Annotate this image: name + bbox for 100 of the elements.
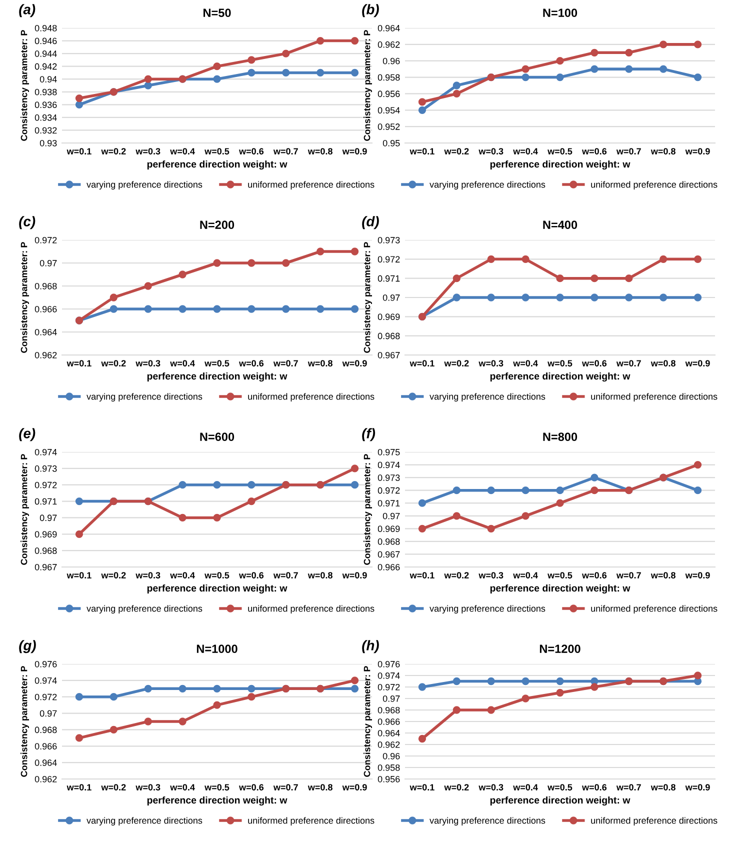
y-axis-title: Consistency parameter: P bbox=[20, 242, 29, 353]
text: (f) bbox=[362, 428, 376, 442]
legend-label: varying preference directions bbox=[86, 181, 202, 190]
legend-label: uniformed preference directions bbox=[591, 393, 718, 402]
text: (a) bbox=[19, 4, 36, 18]
point bbox=[625, 274, 633, 282]
x-tick-label: w=0.1 bbox=[410, 360, 434, 366]
y-tick-label: 0.966 bbox=[34, 306, 57, 312]
text: (c) bbox=[19, 216, 36, 230]
point bbox=[213, 514, 221, 522]
x-tick-label: w=0.8 bbox=[650, 784, 676, 790]
y-tick-label: 0.962 bbox=[34, 776, 57, 782]
point bbox=[178, 270, 186, 278]
point bbox=[556, 294, 564, 302]
chart-title: N=200 bbox=[200, 220, 234, 230]
y-tick-label: 0.969 bbox=[378, 526, 400, 532]
point bbox=[522, 512, 530, 520]
point bbox=[75, 100, 84, 108]
y-tick-label: 0.974 bbox=[378, 462, 400, 468]
point bbox=[556, 688, 564, 697]
y-tick-label: 0.93 bbox=[40, 140, 57, 146]
x-tick-label: w=0.6 bbox=[582, 360, 607, 366]
point bbox=[452, 82, 460, 90]
point bbox=[556, 57, 564, 65]
x-axis-title: perference direction weight: w bbox=[147, 584, 288, 594]
text: (d) bbox=[362, 216, 379, 230]
x-tick-label: w=0.7 bbox=[616, 784, 641, 790]
x-tick-label: w=0.3 bbox=[478, 148, 504, 155]
point bbox=[178, 481, 186, 489]
point bbox=[350, 684, 359, 692]
y-tick-label: 0.958 bbox=[378, 74, 400, 81]
y-axis-title: Consistency parameter: P bbox=[364, 666, 372, 777]
point bbox=[522, 73, 530, 82]
chart-title: N=1200 bbox=[540, 644, 580, 654]
legend-label: varying preference directions bbox=[86, 817, 202, 826]
point bbox=[248, 56, 256, 64]
y-tick-label: 0.964 bbox=[34, 328, 57, 336]
x-tick-label: w=0.6 bbox=[582, 784, 607, 790]
x-tick-label: w=0.8 bbox=[650, 572, 676, 578]
point bbox=[350, 36, 359, 45]
y-tick-label: 0.976 bbox=[378, 660, 400, 668]
y-tick-label: 0.946 bbox=[34, 38, 57, 44]
point bbox=[590, 65, 598, 73]
y-tick-label: 0.932 bbox=[34, 127, 57, 134]
point bbox=[487, 677, 495, 686]
y-tick-label: 0.974 bbox=[34, 448, 57, 456]
x-tick-label: w=0.2 bbox=[444, 148, 469, 154]
point bbox=[556, 677, 564, 686]
y-tick-label: 0.954 bbox=[378, 107, 400, 114]
point bbox=[350, 464, 359, 472]
point bbox=[75, 497, 84, 506]
point bbox=[213, 481, 221, 489]
x-tick-label: w=0.2 bbox=[101, 572, 126, 578]
point bbox=[660, 40, 668, 48]
y-tick-label: 0.968 bbox=[378, 706, 400, 714]
point bbox=[144, 718, 152, 726]
y-tick-label: 0.968 bbox=[34, 548, 57, 554]
x-axis-title: perference direction weight: w bbox=[490, 160, 630, 170]
y-tick-label: 0.968 bbox=[378, 332, 400, 340]
y-tick-label: 0.966 bbox=[378, 564, 400, 570]
y-tick-label: 0.94 bbox=[40, 76, 57, 82]
point bbox=[75, 693, 84, 701]
point bbox=[248, 693, 256, 701]
point bbox=[660, 294, 668, 302]
legend-label: uniformed preference directions bbox=[248, 605, 374, 614]
x-axis-title: perference direction weight: w bbox=[147, 796, 288, 806]
point bbox=[487, 294, 495, 302]
point bbox=[694, 294, 702, 302]
y-tick-label: 0.97 bbox=[40, 514, 57, 522]
x-tick-label: w=0.5 bbox=[204, 784, 230, 790]
y-tick-label: 0.97 bbox=[382, 695, 400, 702]
y-tick-label: 0.942 bbox=[34, 63, 57, 70]
x-tick-label: w=0.3 bbox=[136, 148, 160, 155]
point bbox=[487, 706, 495, 714]
x-tick-label: w=0.4 bbox=[170, 360, 195, 366]
y-tick-label: 0.967 bbox=[378, 352, 400, 358]
point bbox=[75, 94, 84, 102]
y-axis-title: Consistency parameter: P bbox=[364, 30, 372, 141]
x-tick-label: w=0.4 bbox=[170, 148, 195, 154]
x-axis-title: perference direction weight: w bbox=[490, 372, 630, 382]
y-tick-label: 0.972 bbox=[378, 684, 400, 690]
point bbox=[522, 255, 530, 263]
y-tick-label: 0.972 bbox=[378, 256, 400, 263]
point bbox=[522, 486, 530, 494]
legend-label: varying preference directions bbox=[430, 605, 546, 614]
point bbox=[248, 259, 256, 267]
x-tick-label: w=0.4 bbox=[170, 572, 195, 578]
y-axis-title: Consistency parameter: P bbox=[20, 666, 29, 777]
point bbox=[213, 305, 221, 313]
point bbox=[213, 259, 221, 267]
point bbox=[625, 65, 633, 73]
point bbox=[452, 90, 460, 98]
y-tick-label: 0.964 bbox=[34, 760, 57, 766]
x-tick-label: w=0.3 bbox=[136, 360, 160, 367]
point bbox=[452, 706, 460, 714]
point bbox=[350, 248, 359, 256]
x-tick-label: w=0.2 bbox=[101, 360, 126, 366]
point bbox=[452, 486, 460, 494]
x-tick-label: w=0.4 bbox=[513, 360, 538, 366]
text: (h) bbox=[362, 640, 379, 654]
